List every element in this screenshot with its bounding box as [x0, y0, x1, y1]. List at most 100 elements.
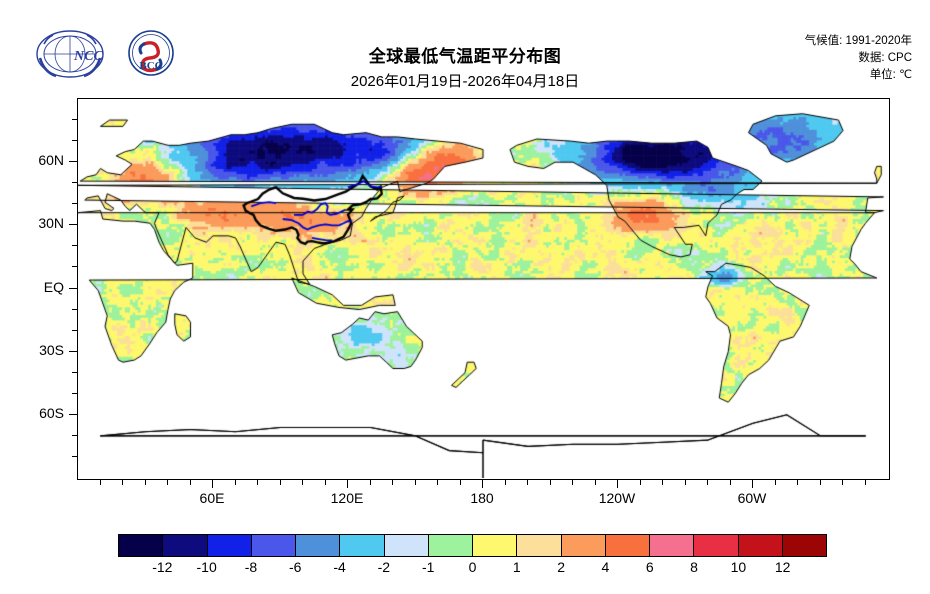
- colorbar-segment: [694, 535, 739, 556]
- colorbar-segment: [650, 535, 695, 556]
- y-tick-major: [69, 287, 77, 289]
- x-tick-minor: [549, 480, 551, 485]
- colorbar-segment: [207, 535, 252, 556]
- y-tick-major: [69, 350, 77, 352]
- y-tick-minor: [72, 203, 77, 205]
- anomaly-heatmap: [78, 99, 888, 478]
- colorbar-tick-label: -2: [377, 559, 391, 575]
- x-tick-minor: [797, 480, 798, 485]
- colorbar-segment: [738, 535, 783, 556]
- x-tick-major: [347, 480, 348, 488]
- colorbar-tick-label: -1: [421, 559, 435, 575]
- y-tick-minor: [72, 266, 77, 268]
- x-tick-minor: [707, 480, 708, 485]
- meta-unit: 单位: ℃: [869, 69, 912, 81]
- colorbar-tick-label: 4: [601, 559, 610, 575]
- meta-climatology: 气候值: 1991-2020年: [804, 35, 912, 47]
- x-axis-label: 120W: [598, 490, 636, 506]
- colorbar-segment: [473, 535, 518, 556]
- x-tick-minor: [167, 480, 168, 485]
- x-tick-minor: [302, 480, 303, 485]
- x-tick-minor: [662, 480, 663, 485]
- x-tick-minor: [842, 480, 843, 485]
- meta-source: 数据: CPC: [858, 52, 912, 64]
- y-tick-minor: [72, 140, 77, 142]
- x-tick-major: [617, 480, 618, 488]
- y-tick-major: [69, 161, 77, 163]
- colorbar-tick-label: 0: [468, 559, 477, 575]
- x-tick-minor: [144, 480, 146, 485]
- y-tick-minor: [72, 371, 77, 373]
- colorbar-segment: [428, 535, 473, 556]
- x-tick-minor: [234, 480, 236, 485]
- x-tick-minor: [279, 480, 281, 485]
- colorbar-segment: [340, 535, 385, 556]
- colorbar-tick-label: 6: [645, 559, 654, 575]
- colorbar-labels: -12 -10 -8 -6 -4 -2 -1 0 1 2 4 6 8 10 12: [0, 559, 930, 579]
- colorbar-tick-label: 10: [730, 559, 747, 575]
- x-tick-minor: [729, 480, 731, 485]
- colorbar-tick-label: 1: [512, 559, 521, 575]
- colorbar-segment: [561, 535, 606, 556]
- colorbar-segment: [384, 535, 429, 556]
- x-axis-label: 60W: [737, 490, 767, 506]
- page-subtitle: 2026年01月19日-2026年04月18日: [350, 73, 580, 90]
- colorbar-tick-label: -8: [244, 559, 258, 575]
- colorbar-tick-label: -12: [152, 559, 173, 575]
- y-axis-label: 60N: [38, 152, 64, 169]
- y-tick-major: [69, 413, 77, 415]
- colorbar-tick-label: -4: [333, 559, 346, 575]
- x-axis-label: 120E: [330, 490, 364, 506]
- colorbar-tick-label: -10: [196, 559, 217, 575]
- colorbar-segment: [119, 535, 164, 556]
- y-tick-minor: [72, 308, 77, 310]
- y-tick-minor: [72, 245, 77, 247]
- x-tick-minor: [684, 480, 686, 485]
- x-tick-minor: [122, 480, 123, 485]
- y-tick-minor: [72, 329, 77, 331]
- x-tick-minor: [189, 480, 191, 485]
- x-tick-minor: [99, 480, 101, 485]
- x-tick-major: [212, 480, 213, 488]
- x-tick-minor: [572, 480, 573, 485]
- map-panel: [77, 98, 890, 480]
- x-tick-major: [482, 480, 483, 488]
- x-tick-minor: [369, 480, 371, 485]
- colorbar-segment: [782, 535, 826, 556]
- x-tick-minor: [774, 480, 776, 485]
- ncc-logo-text: NCC: [73, 49, 103, 64]
- colorbar-segment: [251, 535, 296, 556]
- x-tick-minor: [437, 480, 438, 485]
- bcc-logo-text: BCC: [139, 60, 162, 72]
- x-tick-minor: [527, 480, 528, 485]
- logo-bar: NCC BCC: [34, 28, 194, 80]
- colorbar: [118, 534, 827, 557]
- bcc-logo: BCC: [120, 28, 182, 80]
- x-tick-minor: [639, 480, 641, 485]
- colorbar-tick-label: 8: [690, 559, 698, 575]
- x-tick-minor: [864, 480, 866, 485]
- x-tick-major: [752, 480, 753, 488]
- colorbar-tick-label: 12: [774, 559, 791, 575]
- meta-block: 气候值: 1991-2020年 数据: CPC 单位: ℃: [805, 33, 912, 84]
- y-tick-minor: [72, 434, 77, 436]
- y-axis-label: 30S: [39, 341, 64, 358]
- y-axis-label: EQ: [43, 278, 64, 295]
- y-tick-minor: [72, 455, 77, 457]
- ncc-logo: NCC: [34, 28, 106, 80]
- colorbar-segment: [163, 535, 208, 556]
- x-tick-minor: [414, 480, 416, 485]
- x-axis-label: 180: [470, 490, 494, 506]
- x-tick-minor: [504, 480, 506, 485]
- x-tick-minor: [594, 480, 596, 485]
- y-tick-minor: [72, 392, 77, 394]
- colorbar-segment: [296, 535, 341, 556]
- page-title: 全球最低气温距平分布图: [368, 47, 562, 66]
- colorbar-segment: [517, 535, 562, 556]
- y-tick-minor: [72, 119, 77, 121]
- x-tick-minor: [819, 480, 821, 485]
- colorbar-segment: [605, 535, 650, 556]
- y-tick-major: [69, 224, 77, 226]
- y-axis-label: 60S: [39, 404, 64, 421]
- x-tick-minor: [459, 480, 461, 485]
